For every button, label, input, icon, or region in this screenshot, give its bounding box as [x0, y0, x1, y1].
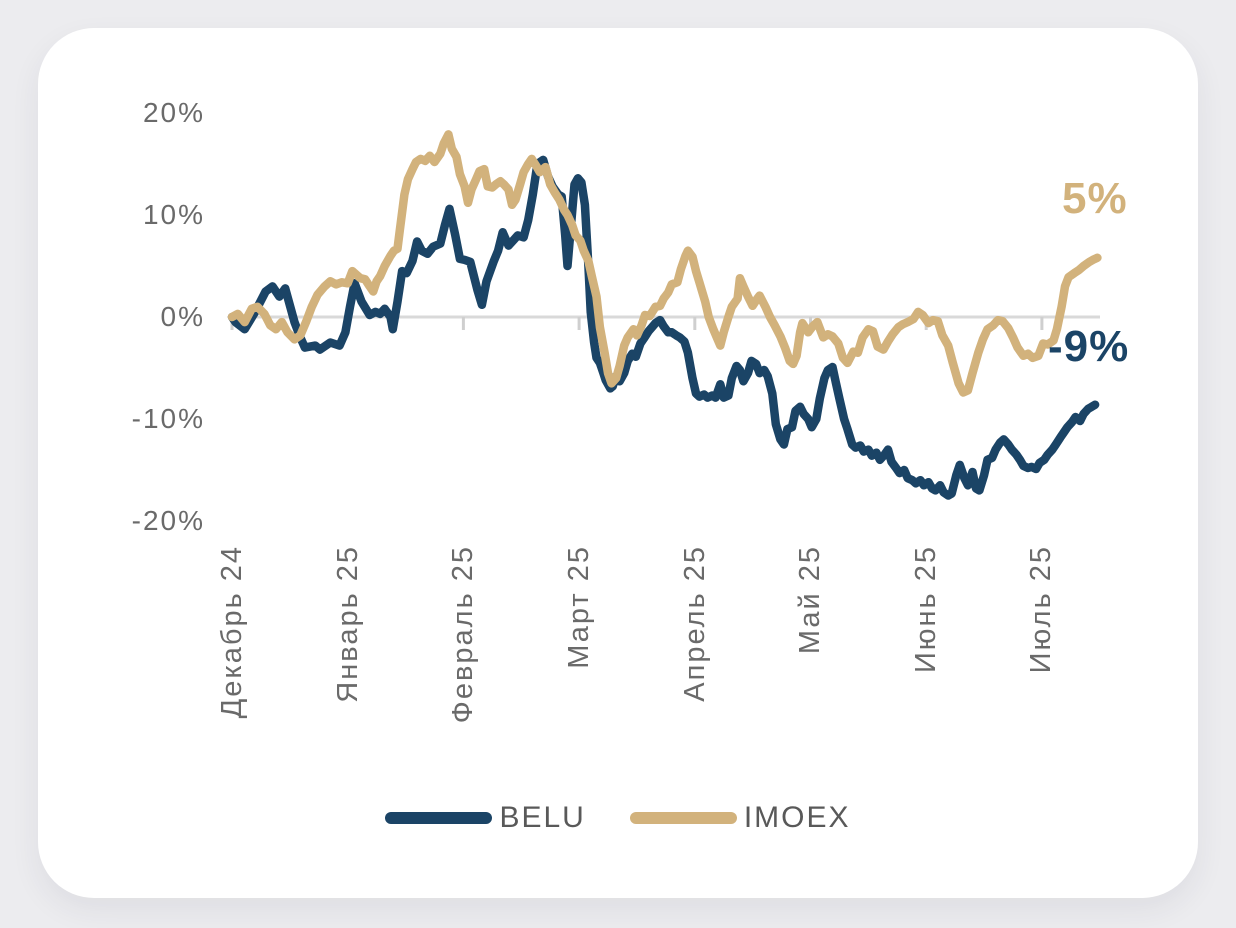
- y-axis-label-10: 10%: [142, 199, 205, 230]
- imoex-line-swatch-icon: [629, 812, 737, 824]
- legend: BELU IMOEX: [0, 798, 1236, 838]
- chart-card: [38, 28, 1198, 898]
- x-axis-label-jun25: Июнь 25: [910, 545, 942, 674]
- y-axis-label-neg10: -10%: [131, 403, 205, 434]
- belu-line-swatch-icon: [385, 812, 493, 824]
- belu-legend-label: BELU: [499, 801, 586, 834]
- belu-series-line: [227, 155, 1100, 500]
- imoex-series-line: [227, 130, 1102, 397]
- y-axis-label-neg20: -20%: [131, 505, 205, 536]
- legend-item-imoex: IMOEX: [629, 801, 851, 835]
- x-axis-label-jul25: Июль 25: [1025, 545, 1057, 674]
- x-axis-label-dec24: Декабрь 24: [216, 545, 248, 719]
- y-axis-label-20: 20%: [142, 97, 205, 128]
- legend-item-belu: BELU: [385, 801, 585, 835]
- x-axis-label-mar25: Март 25: [563, 545, 595, 669]
- x-axis-label-may25: Май 25: [794, 545, 826, 655]
- x-axis-label-feb25: Февраль 25: [447, 545, 479, 724]
- x-axis-label-apr25: Апрель 25: [679, 545, 711, 702]
- imoex-legend-label: IMOEX: [743, 801, 851, 834]
- y-axis-label-0: 0%: [160, 301, 205, 332]
- belu-end-value-label: -9%: [1048, 322, 1130, 371]
- x-axis-label-jan25: Январь 25: [332, 545, 364, 703]
- imoex-end-value-label: 5%: [1062, 174, 1128, 223]
